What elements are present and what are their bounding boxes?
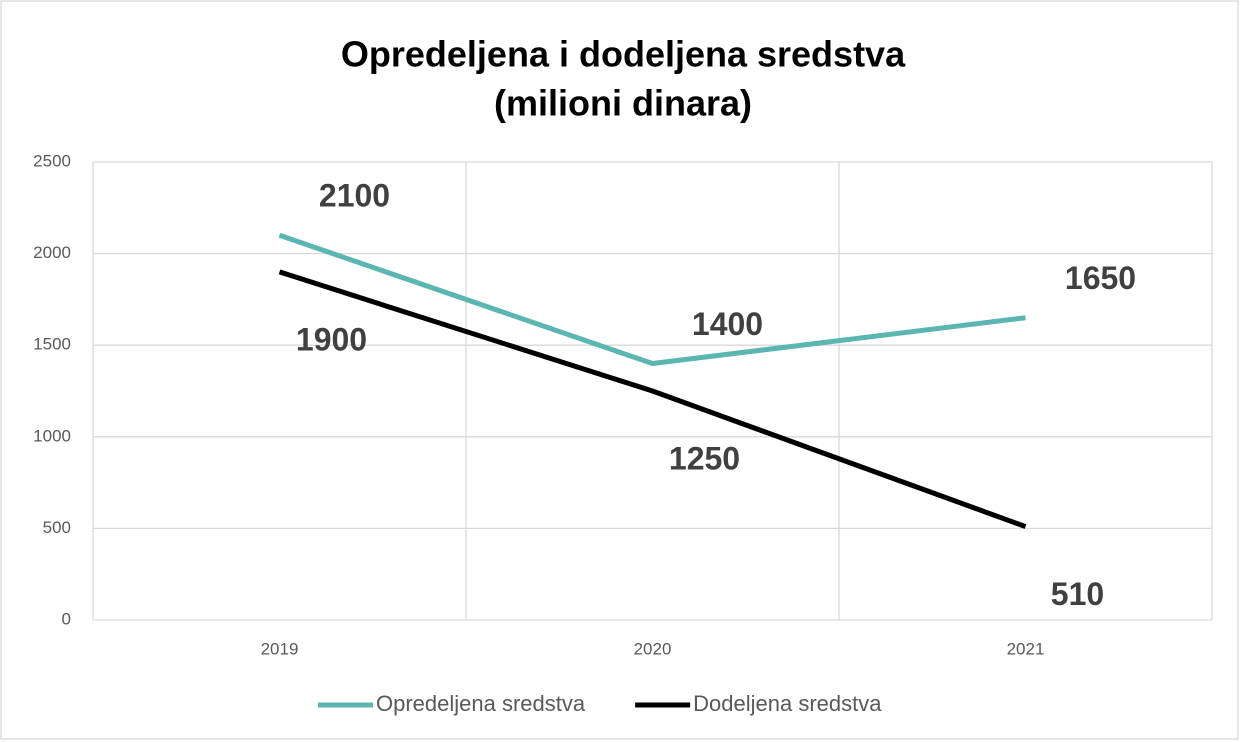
data-label: 1900 (296, 321, 367, 357)
x-tick-label: 2019 (261, 639, 299, 658)
y-tick-label: 1500 (33, 335, 71, 354)
data-label: 2100 (319, 178, 390, 214)
legend-label: Dodeljena sredstva (693, 691, 882, 716)
y-tick-label: 2500 (33, 151, 71, 170)
x-tick-label: 2020 (634, 639, 672, 658)
data-label: 1650 (1065, 260, 1136, 296)
series-line (278, 232, 1026, 367)
data-label: 1250 (669, 440, 740, 476)
chart-title: (milioni dinara) (494, 83, 752, 124)
y-tick-label: 2000 (33, 243, 71, 262)
x-tick-label: 2021 (1007, 639, 1045, 658)
y-tick-label: 500 (43, 518, 71, 537)
legend-label: Opredeljena sredstva (376, 691, 586, 716)
data-label: 510 (1051, 576, 1104, 612)
series-line (278, 269, 1027, 529)
y-tick-label: 1000 (33, 426, 71, 445)
y-tick-label: 0 (62, 609, 71, 628)
data-label: 1400 (692, 306, 763, 342)
chart-title: Opredeljena i dodeljena sredstva (341, 34, 906, 75)
